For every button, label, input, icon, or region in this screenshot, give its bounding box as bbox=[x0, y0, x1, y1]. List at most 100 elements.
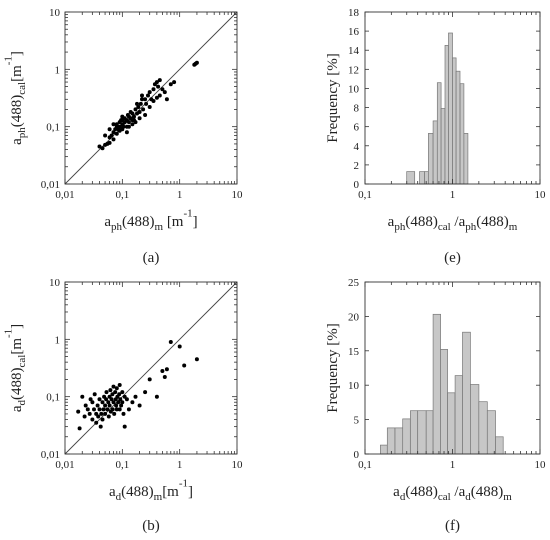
data-point bbox=[130, 400, 135, 405]
y-tick-label: 0,01 bbox=[41, 179, 60, 191]
data-point bbox=[154, 95, 159, 100]
data-point bbox=[126, 124, 131, 129]
data-point bbox=[97, 144, 102, 149]
y-tick-label: 6 bbox=[354, 122, 360, 134]
histogram-bar bbox=[495, 436, 504, 455]
x-tick-label: 0,1 bbox=[115, 459, 129, 471]
histogram-bar bbox=[478, 401, 488, 455]
data-point bbox=[103, 133, 108, 138]
data-point bbox=[126, 407, 131, 412]
data-point bbox=[112, 411, 117, 416]
data-point bbox=[154, 80, 159, 85]
data-point bbox=[111, 122, 116, 127]
data-point bbox=[130, 122, 135, 127]
data-point bbox=[104, 397, 109, 402]
y-tick-label: 0,1 bbox=[46, 122, 60, 134]
y-tick-label: 14 bbox=[348, 45, 360, 57]
y-tick-label: 20 bbox=[348, 311, 360, 323]
plot-frame bbox=[64, 11, 238, 185]
y-tick-label: 10 bbox=[348, 380, 360, 392]
data-point bbox=[121, 411, 126, 416]
data-point bbox=[87, 411, 92, 416]
data-point bbox=[117, 392, 122, 397]
x-tick-label: 10 bbox=[232, 459, 244, 471]
data-point bbox=[144, 101, 149, 106]
y-axis-label: Frequency [%] bbox=[325, 53, 341, 143]
data-point bbox=[104, 390, 109, 395]
data-point bbox=[157, 78, 162, 83]
x-tick-label: 10 bbox=[232, 189, 244, 201]
x-tick-label: 0,1 bbox=[115, 189, 129, 201]
data-point bbox=[143, 113, 148, 117]
data-point bbox=[117, 383, 122, 387]
data-point bbox=[111, 130, 116, 135]
histogram-bar bbox=[394, 427, 404, 455]
panel-a: 0,01 0,1 1 10 0,01 0,1 1 10 aph(488)m [m-1] aph(4… bbox=[3, 7, 243, 266]
data-point bbox=[194, 60, 199, 65]
histogram-bar bbox=[462, 331, 471, 455]
data-point bbox=[88, 397, 93, 402]
x-tick-label: 1 bbox=[450, 459, 456, 471]
data-point bbox=[132, 118, 136, 123]
data-point bbox=[119, 403, 124, 408]
y-tick-label: 12 bbox=[348, 64, 359, 76]
data-point bbox=[168, 82, 173, 87]
data-point bbox=[130, 111, 135, 116]
data-point bbox=[132, 114, 136, 119]
plot-frame bbox=[64, 281, 238, 455]
histogram-bar bbox=[448, 32, 453, 185]
data-point bbox=[76, 409, 81, 414]
data-point bbox=[96, 414, 101, 419]
x-tick-label: 10 bbox=[535, 189, 547, 201]
x-axis-label: ad(488)m[m-1] bbox=[109, 478, 193, 504]
y-tick-label: 0,1 bbox=[46, 392, 60, 404]
data-point bbox=[103, 411, 108, 416]
data-point bbox=[98, 424, 103, 429]
data-point bbox=[141, 107, 146, 112]
data-point bbox=[136, 105, 141, 109]
data-point bbox=[100, 417, 105, 422]
x-tick-label: 1 bbox=[450, 189, 456, 201]
data-point bbox=[107, 403, 112, 408]
data-point bbox=[111, 137, 116, 142]
data-point bbox=[147, 377, 152, 382]
data-point bbox=[83, 403, 88, 408]
panel-f: 0,1 1 10 0 5 10 15 20 25 ad(488)cal /ad(488)m Freq… bbox=[325, 277, 546, 534]
data-point bbox=[97, 397, 102, 402]
data-point bbox=[92, 392, 97, 397]
x-tick-label: 10 bbox=[535, 459, 547, 471]
one-to-one-line bbox=[64, 281, 238, 455]
data-point bbox=[143, 97, 148, 102]
y-tick-label: 15 bbox=[348, 346, 360, 358]
data-point bbox=[106, 400, 111, 405]
x-axis-label: aph(488)m [m-1] bbox=[104, 208, 197, 234]
data-point bbox=[114, 403, 119, 408]
x-tick-label: 1 bbox=[177, 189, 183, 201]
data-point bbox=[111, 384, 116, 389]
histogram-bar bbox=[402, 418, 411, 455]
data-point bbox=[151, 99, 156, 103]
y-tick-label: 0,01 bbox=[41, 449, 60, 461]
histogram-bar bbox=[454, 375, 463, 455]
x-tick-label: 0,1 bbox=[358, 459, 372, 471]
histogram-bar bbox=[486, 410, 496, 455]
data-point bbox=[162, 375, 167, 379]
data-point bbox=[164, 367, 169, 372]
histogram-bar bbox=[452, 57, 457, 185]
histogram-bar bbox=[428, 133, 434, 185]
data-point bbox=[194, 357, 199, 362]
y-tick-label: 25 bbox=[348, 277, 360, 289]
data-point bbox=[124, 397, 129, 402]
y-axis-label: Frequency [%] bbox=[325, 323, 341, 413]
histogram-bar bbox=[459, 83, 465, 185]
histogram-bar bbox=[440, 108, 446, 185]
y-tick-label: 18 bbox=[348, 7, 360, 19]
histogram-bar bbox=[447, 392, 456, 455]
histogram-bar bbox=[425, 410, 434, 455]
y-tick-label: 10 bbox=[49, 7, 61, 19]
histogram-bar bbox=[436, 82, 442, 185]
data-point bbox=[103, 403, 108, 408]
panel-e: 0,1 1 10 0 2 4 6 8 10 12 14 16 18 aph(488)cal /aph(48… bbox=[325, 7, 546, 266]
data-point bbox=[105, 407, 110, 412]
